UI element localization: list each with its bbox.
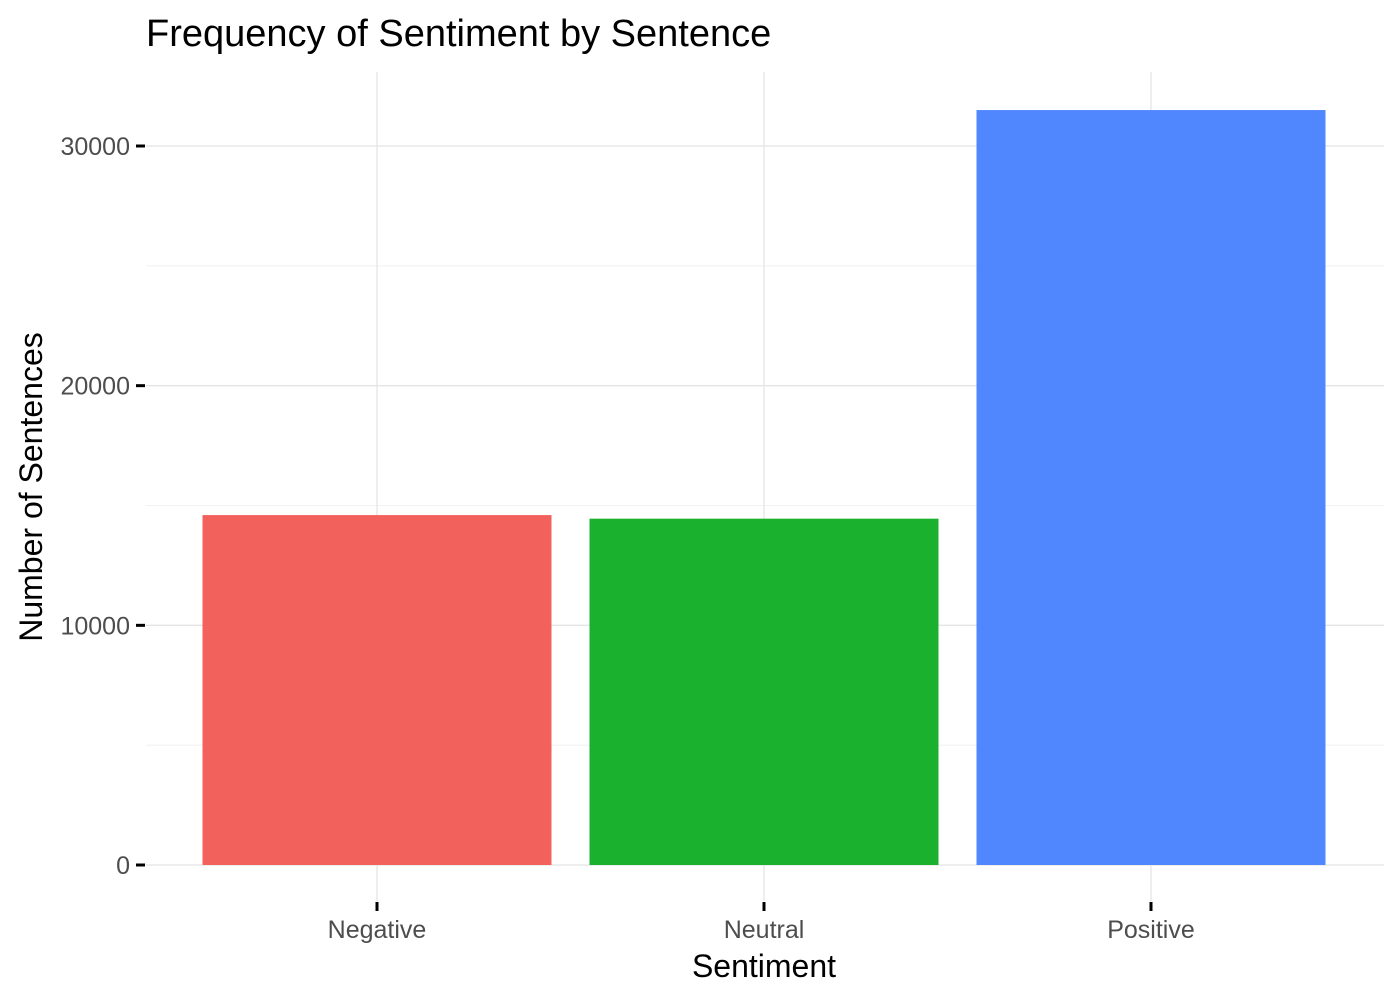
y-axis-title: Number of Sentences [13, 332, 49, 642]
x-tick-label-neutral: Neutral [724, 916, 805, 944]
y-tick-label: 10000 [60, 612, 130, 640]
axis-layer: 0 10000 20000 30000 Negative Neutral Positive [60, 133, 1194, 944]
x-tick-label-positive: Positive [1107, 916, 1195, 944]
y-tick-label: 0 [116, 852, 130, 880]
bar-neutral [589, 518, 939, 865]
x-tick-label-negative: Negative [328, 916, 427, 944]
bar-positive [976, 110, 1326, 866]
y-tick-label: 20000 [60, 373, 130, 401]
bar-negative [202, 515, 552, 865]
chart-title: Frequency of Sentiment by Sentence [146, 13, 771, 55]
x-axis-title: Sentiment [692, 948, 836, 984]
y-tick-label: 30000 [60, 133, 130, 161]
bars-layer [202, 110, 1326, 866]
